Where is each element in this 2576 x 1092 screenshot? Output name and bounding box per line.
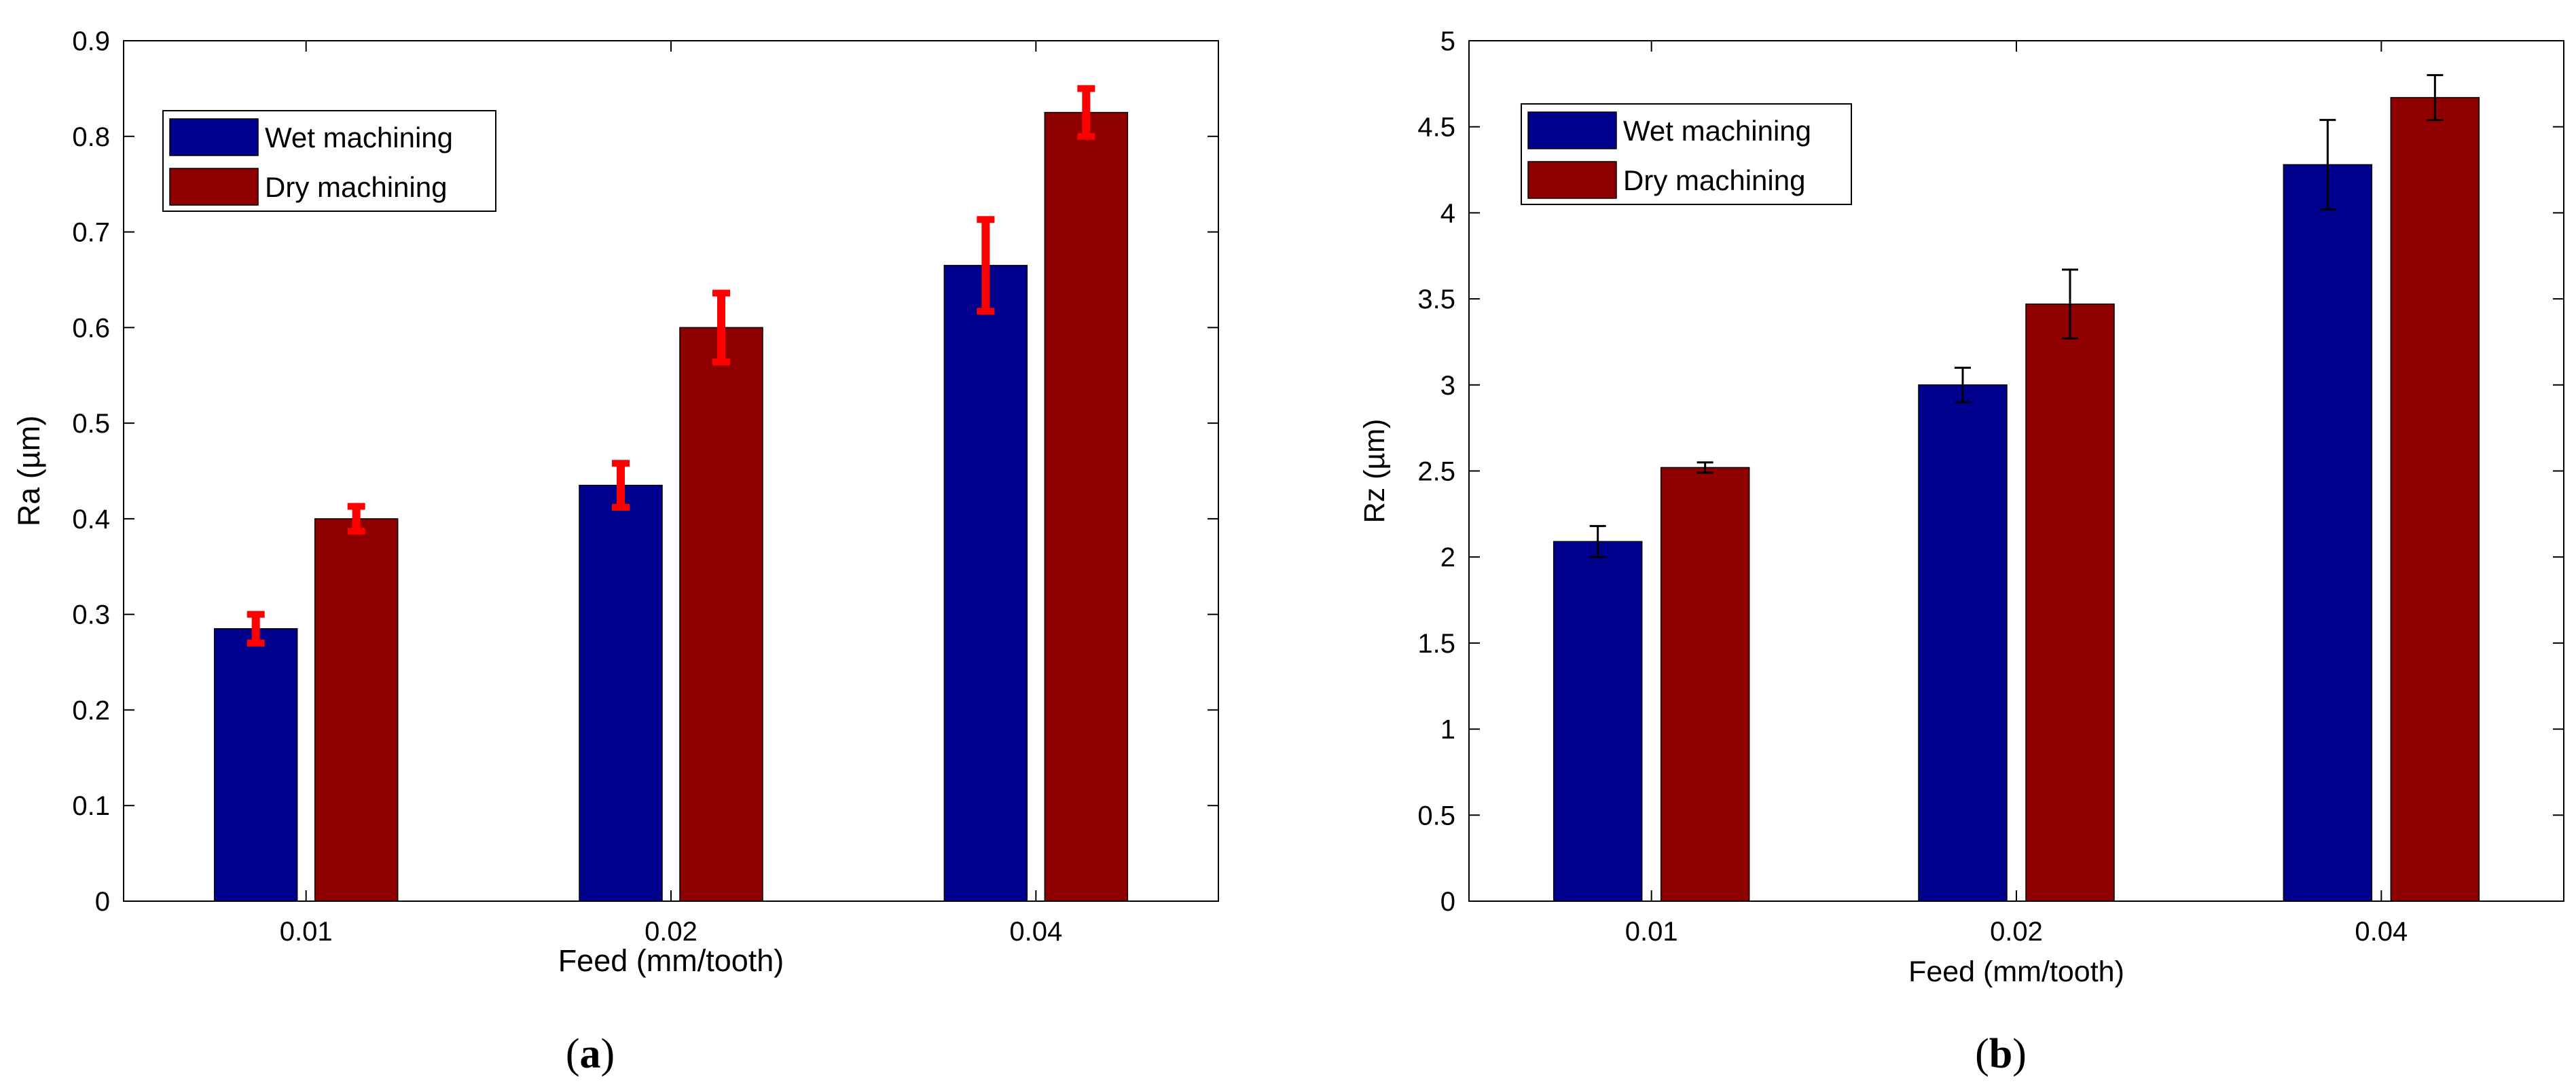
y-tick-label: 1.5 <box>1417 629 1455 659</box>
y-tick-label: 1 <box>1440 715 1455 745</box>
bar-dry <box>2025 303 2115 902</box>
bar-wet <box>579 484 663 902</box>
bar-wet <box>1918 384 2008 902</box>
error-bar <box>1077 85 1095 140</box>
error-bar <box>612 460 630 511</box>
y-tick-label: 0 <box>1440 887 1455 917</box>
error-bar <box>347 503 365 535</box>
y-tick-label: 3.5 <box>1417 285 1455 314</box>
error-bar <box>2319 119 2336 211</box>
y-tick-label: 0.8 <box>72 122 110 152</box>
panel-label: (a) <box>566 1031 615 1077</box>
error-bar <box>2427 74 2444 122</box>
y-tick-label: 2.5 <box>1417 457 1455 487</box>
y-tick-label: 0 <box>95 887 110 917</box>
error-bar <box>2062 268 2078 340</box>
x-tick-label: 0.04 <box>2355 917 2408 947</box>
y-tick-label: 0.5 <box>1417 801 1455 831</box>
y-tick-label: 3 <box>1440 371 1455 401</box>
legend-label: Dry machining <box>265 171 447 203</box>
x-tick-label: 0.01 <box>280 917 333 947</box>
legend-swatch <box>1527 161 1617 199</box>
bar-wet <box>1553 541 1643 902</box>
legend-label: Dry machining <box>1623 164 1805 196</box>
bar-wet <box>943 265 1028 902</box>
chart-panel-b: 0 0.5 1 1.5 2 2.5 3 3.5 4 4.5 5 0.01 0.02 0.04 Wet mac… <box>1358 26 2564 1077</box>
panel-label-letter: b <box>1989 1031 2012 1077</box>
x-axis-label: Feed (mm/tooth) <box>1908 956 2124 988</box>
bar-wet <box>2283 164 2373 902</box>
error-bar <box>1697 461 1713 474</box>
y-tick-label: 0.1 <box>72 791 110 821</box>
error-bar <box>247 611 265 647</box>
x-axis-label: Feed (mm/tooth) <box>558 943 784 978</box>
bar-dry <box>1660 467 1750 902</box>
y-axis-label: Rz (µm) <box>1358 419 1391 524</box>
y-tick-label: 0.9 <box>72 26 110 56</box>
chart-panel-a: 0 0.1 0.2 0.3 0.4 0.5 0.6 0.7 0.8 0.9 0.01 0.02 0.04… <box>12 26 1219 1077</box>
y-tick-label: 5 <box>1440 26 1455 56</box>
legend-swatch <box>169 168 259 206</box>
x-tick-label: 0.02 <box>1990 917 2043 947</box>
y-tick-label: 4 <box>1440 198 1455 228</box>
bar-dry <box>679 327 763 902</box>
x-tick-label: 0.01 <box>1625 917 1678 947</box>
y-axis-label: Ra (µm) <box>12 416 46 526</box>
y-tick-label: 0.6 <box>72 313 110 343</box>
panel-label: (b) <box>1975 1031 2027 1077</box>
bar-wet <box>213 628 298 902</box>
y-tick-label: 0.4 <box>72 505 110 534</box>
legend: Wet machining Dry machining <box>1521 103 1852 205</box>
legend: Wet machining Dry machining <box>162 110 496 212</box>
x-tick-label: 0.04 <box>1009 917 1062 947</box>
bar-dry <box>314 518 399 902</box>
y-tick-label: 2 <box>1440 543 1455 572</box>
y-tick-label: 0.2 <box>72 695 110 725</box>
error-bar <box>1955 366 1971 403</box>
legend-label: Wet machining <box>1623 115 1811 147</box>
legend-swatch <box>169 118 259 156</box>
x-tick-label: 0.02 <box>645 917 697 947</box>
y-tick-label: 4.5 <box>1417 113 1455 143</box>
error-bar <box>1589 525 1606 558</box>
bar-dry <box>1044 111 1129 902</box>
legend-swatch <box>1527 111 1617 149</box>
panel-label-letter: a <box>580 1031 601 1077</box>
error-bar <box>712 289 730 366</box>
y-tick-label: 0.7 <box>72 218 110 248</box>
bar-dry <box>2390 96 2480 902</box>
error-bar <box>977 216 995 315</box>
y-tick-label: 0.5 <box>72 409 110 439</box>
y-tick-label: 0.3 <box>72 600 110 630</box>
legend-label: Wet machining <box>265 122 453 153</box>
